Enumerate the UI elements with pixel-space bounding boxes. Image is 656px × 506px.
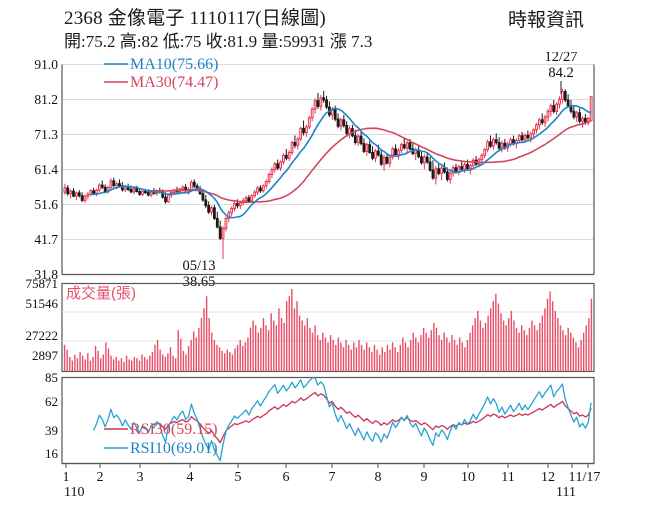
- chart-header: 2368 金像電子 1110117(日線圖) 開:75.2 高:82 低:75 …: [0, 0, 656, 52]
- rsi30-legend-label: RSI30(59.15): [130, 421, 218, 438]
- x-tick-label: 4: [187, 470, 194, 485]
- chart-stack: 91.0 81.2 71.3 61.4 51.6 41.7 31.8 MA10(…: [0, 52, 656, 506]
- x-tick-label: 9: [421, 470, 428, 485]
- price-ytick-3: 61.4: [34, 162, 58, 177]
- rsi-panel: 85 62 39 16 RSI30(59.15) RSI10(69.01): [45, 370, 595, 465]
- price-gridlines: [62, 64, 594, 275]
- chart-canvas: 91.0 81.2 71.3 61.4 51.6 41.7 31.8 MA10(…: [26, 52, 601, 500]
- rsi10-legend-label: RSI10(69.01): [130, 440, 218, 457]
- price-ytick-6: 31.8: [34, 267, 58, 282]
- x-tick-label: 3: [137, 470, 144, 485]
- x-tick-label: 10: [461, 470, 475, 485]
- x-tick-label: 7: [329, 470, 336, 485]
- high-annotation-date: 12/27: [544, 52, 577, 65]
- price-legend: MA10(75.66) MA30(74.47): [104, 56, 218, 91]
- price-ytick-2: 71.3: [34, 127, 58, 142]
- low-annotation: 05/13 38.65: [182, 258, 215, 290]
- x-tick-label: 6: [283, 470, 290, 485]
- year-end-label: 111: [556, 485, 576, 500]
- year-start-label: 110: [64, 485, 84, 500]
- volume-ytick-1: 51546: [26, 296, 59, 311]
- volume-ytick-0: 75871: [26, 276, 59, 291]
- price-ytick-4: 51.6: [34, 197, 58, 212]
- low-annotation-value: 38.65: [183, 274, 216, 290]
- rsi-ytick-2: 39: [45, 423, 58, 438]
- volume-ytick-3: 2897: [32, 348, 59, 363]
- x-axis: 1 2 3 4 5 6 7 8 9 10 11 12 1 1/17 110 111: [62, 462, 601, 500]
- page-title: 2368 金像電子 1110117(日線圖): [64, 8, 326, 29]
- rsi-ytick-0: 85: [45, 370, 58, 385]
- x-tick-label: 11: [501, 470, 514, 485]
- source-label: 時報資訊: [508, 10, 585, 31]
- ma10-legend-label: MA10(75.66): [130, 56, 218, 73]
- x-tick-label: 12: [541, 470, 555, 485]
- x-tick-label: 8: [375, 470, 382, 485]
- rsi-legend: RSI30(59.15) RSI10(69.01): [104, 421, 218, 457]
- volume-plot-area: [63, 288, 593, 372]
- rsi-plot-area: [93, 377, 592, 462]
- volume-ytick-2: 27222: [26, 328, 59, 343]
- low-annotation-date: 05/13: [182, 258, 215, 274]
- x-tick-group: 1 2 3 4 5 6 7 8 9 10 11 12 1 1/17: [63, 463, 601, 485]
- x-tick-label: 1/17: [576, 470, 601, 485]
- x-tick-label: 2: [97, 470, 104, 485]
- ma30-legend-label: MA30(74.47): [130, 74, 218, 91]
- x-tick-label: 1: [569, 470, 576, 485]
- x-tick-label: 1: [63, 470, 70, 485]
- x-tick-label: 5: [235, 470, 242, 485]
- rsi-ytick-3: 16: [45, 446, 59, 461]
- price-plot-area: [63, 88, 593, 259]
- price-ytick-0: 91.0: [34, 57, 58, 72]
- price-ytick-1: 81.2: [34, 92, 58, 107]
- quote-summary: 開:75.2 高:82 低:75 收:81.9 量:59931 漲 7.3: [64, 32, 373, 51]
- price-ytick-5: 41.7: [34, 232, 58, 247]
- volume-title: 成交量(張): [66, 284, 136, 302]
- high-annotation: 12/27 84.2: [544, 52, 578, 94]
- volume-gridlines: [62, 311, 594, 342]
- price-panel: 91.0 81.2 71.3 61.4 51.6 41.7 31.8 MA10(…: [34, 52, 595, 290]
- rsi-ytick-1: 62: [45, 394, 58, 409]
- volume-panel: 75871 51546 27222 2897 成交量(張): [26, 276, 595, 373]
- high-annotation-value: 84.2: [548, 65, 573, 81]
